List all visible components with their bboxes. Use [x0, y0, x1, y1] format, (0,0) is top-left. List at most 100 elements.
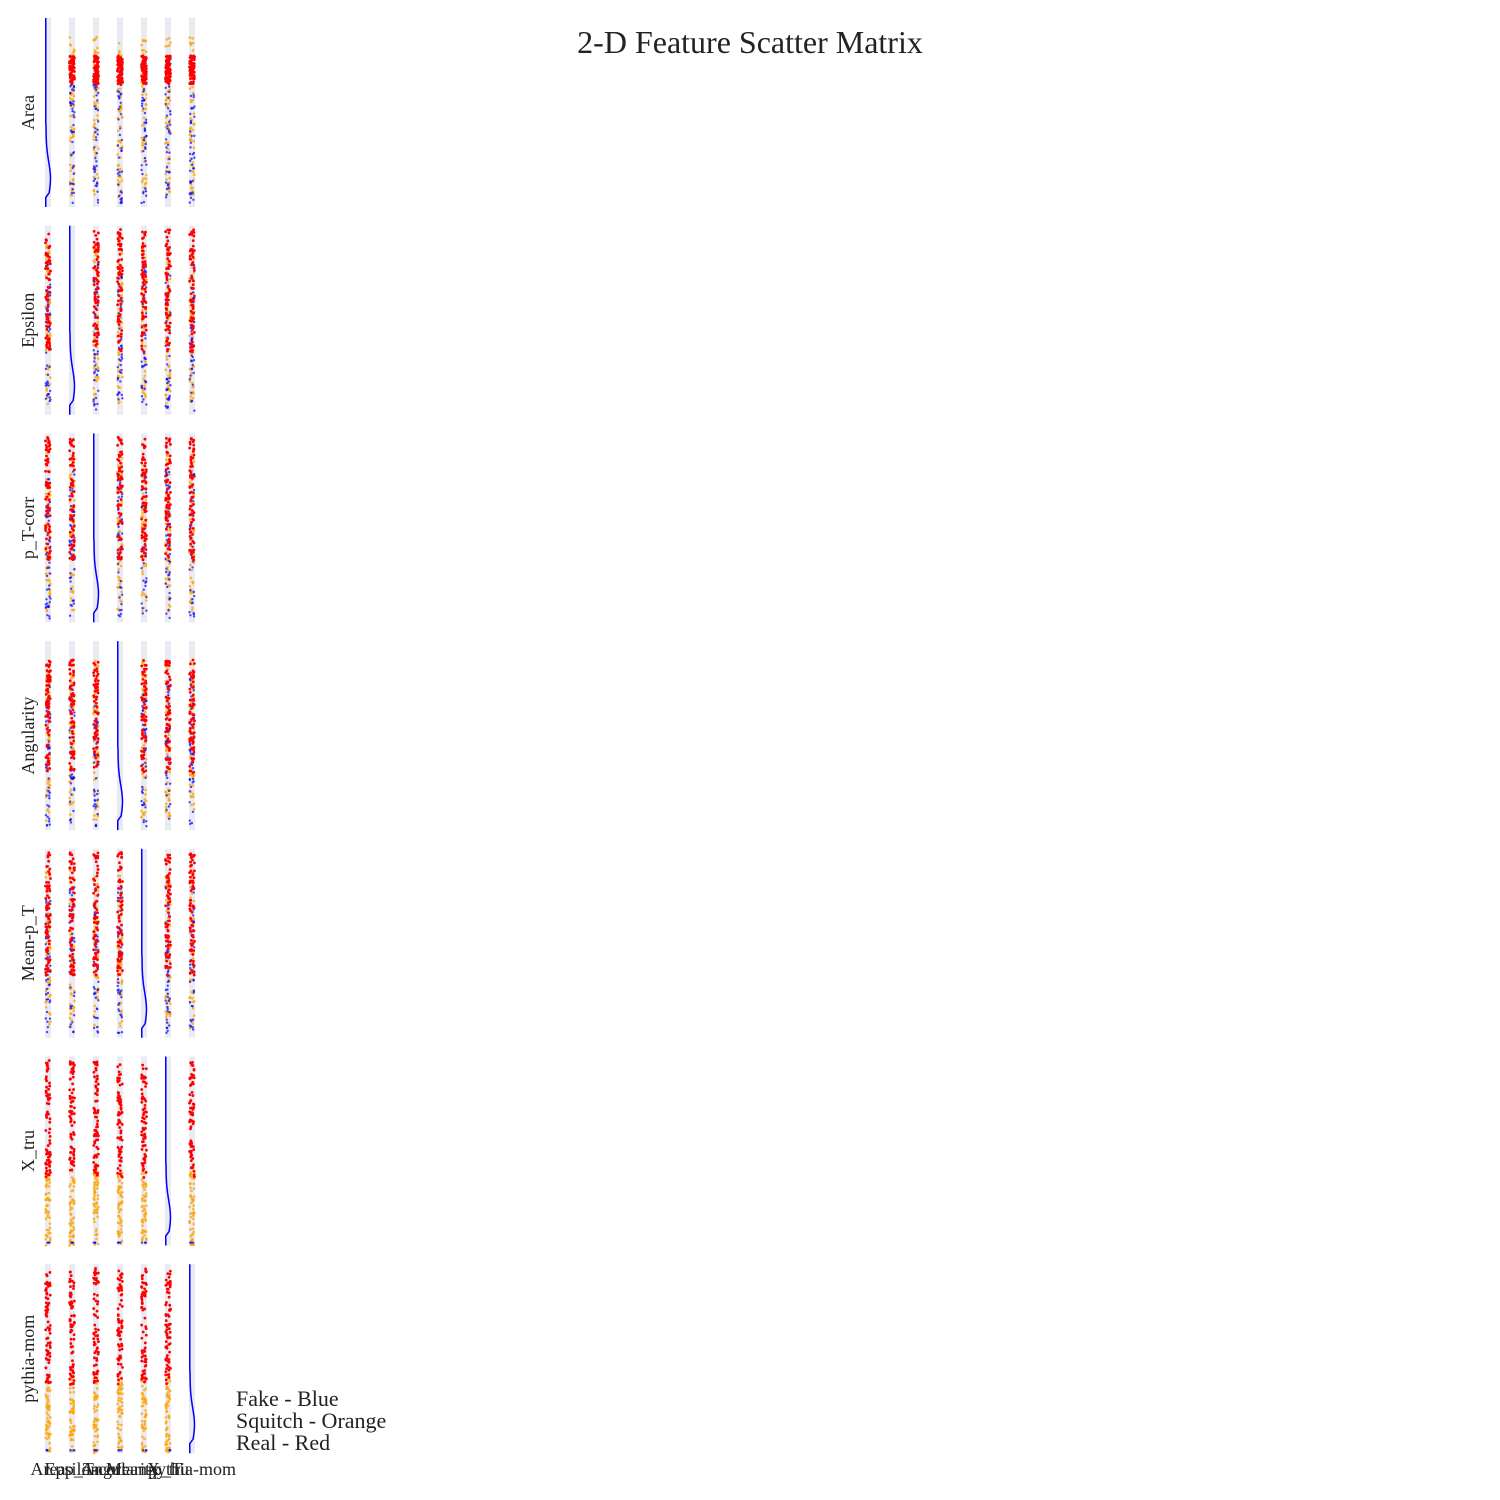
point-fake: [72, 182, 75, 186]
point-fake: [72, 994, 76, 998]
point-fake: [167, 817, 171, 821]
point-fake: [164, 138, 168, 141]
panel-Mean-p_T-vs-p_T-corr: [92, 848, 100, 1038]
point-real: [44, 448, 48, 452]
point-fake: [144, 761, 147, 764]
point-fake: [71, 109, 74, 113]
point-fake: [118, 481, 122, 484]
point-real: [116, 315, 120, 318]
point-squitch: [116, 153, 120, 156]
point-real: [96, 871, 99, 875]
point-real: [47, 278, 51, 282]
point-squitch: [190, 803, 193, 807]
point-fake: [96, 789, 100, 793]
point-squitch: [119, 141, 123, 144]
point-real: [119, 264, 122, 267]
point-squitch: [49, 1020, 52, 1024]
point-squitch: [47, 811, 51, 814]
point-real: [144, 315, 148, 319]
point-real: [96, 737, 100, 741]
point-real: [116, 925, 119, 929]
point-real: [140, 764, 143, 768]
point-real: [47, 917, 51, 921]
point-real: [71, 877, 75, 881]
point-squitch: [164, 116, 168, 119]
point-fake: [69, 92, 72, 95]
point-squitch: [192, 170, 195, 174]
panel-Angularity-vs-Area: [44, 641, 52, 831]
point-squitch: [164, 401, 168, 405]
point-real: [168, 454, 172, 458]
point-real: [117, 273, 121, 277]
point-real: [165, 275, 169, 279]
point-real: [140, 339, 144, 342]
point-real: [73, 555, 76, 559]
point-real: [69, 853, 73, 857]
point-real: [144, 328, 148, 332]
point-fake: [95, 94, 98, 97]
point-real: [191, 283, 195, 287]
point-real: [68, 556, 72, 560]
point-fake: [188, 201, 191, 204]
point-real: [141, 274, 145, 278]
point-fake: [94, 948, 98, 952]
point-squitch: [118, 168, 121, 171]
point-real: [68, 66, 72, 70]
point-real: [168, 341, 171, 345]
point-real: [47, 528, 51, 531]
point-fake: [119, 946, 123, 949]
point-real: [166, 478, 170, 482]
point-fake: [92, 179, 95, 183]
point-real: [144, 306, 148, 309]
point-real: [95, 711, 99, 715]
point-fake: [164, 86, 167, 90]
point-real: [141, 65, 144, 69]
point-real: [118, 70, 122, 74]
point-squitch: [192, 392, 195, 395]
point-fake: [191, 566, 194, 569]
point-fake: [120, 138, 124, 142]
point-fake: [117, 496, 121, 499]
point-real: [190, 276, 194, 280]
point-real: [164, 859, 168, 862]
point-real: [47, 760, 51, 763]
point-real: [188, 469, 192, 473]
point-squitch: [118, 582, 122, 586]
point-fake: [119, 380, 122, 383]
point-real: [120, 908, 124, 911]
point-real: [191, 82, 195, 86]
point-fake: [142, 200, 146, 204]
point-fake: [118, 327, 121, 330]
point-fake: [69, 1007, 73, 1010]
point-real: [191, 483, 195, 487]
point-fake: [116, 90, 119, 93]
point-squitch: [188, 379, 192, 383]
point-real: [47, 245, 51, 249]
point-real: [190, 706, 194, 709]
point-real: [140, 718, 144, 722]
point-fake: [117, 94, 120, 98]
point-real: [72, 538, 75, 542]
point-real: [92, 54, 96, 58]
point-squitch: [94, 253, 98, 257]
point-real: [166, 292, 170, 296]
point-fake: [166, 776, 169, 780]
point-real: [45, 914, 48, 918]
point-squitch: [46, 782, 50, 785]
point-squitch: [166, 44, 170, 48]
point-fake: [140, 360, 143, 363]
point-real: [120, 855, 123, 859]
point-fake: [167, 789, 171, 793]
point-real: [116, 243, 120, 246]
point-real: [192, 702, 196, 706]
point-squitch: [118, 530, 122, 533]
point-real: [168, 481, 172, 484]
point-real: [120, 932, 124, 936]
point-squitch: [169, 1002, 172, 1005]
point-real: [71, 857, 75, 861]
point-squitch: [93, 1004, 96, 1008]
point-real: [167, 259, 171, 263]
point-fake: [96, 190, 99, 193]
point-real: [188, 249, 192, 253]
point-squitch: [69, 114, 72, 118]
